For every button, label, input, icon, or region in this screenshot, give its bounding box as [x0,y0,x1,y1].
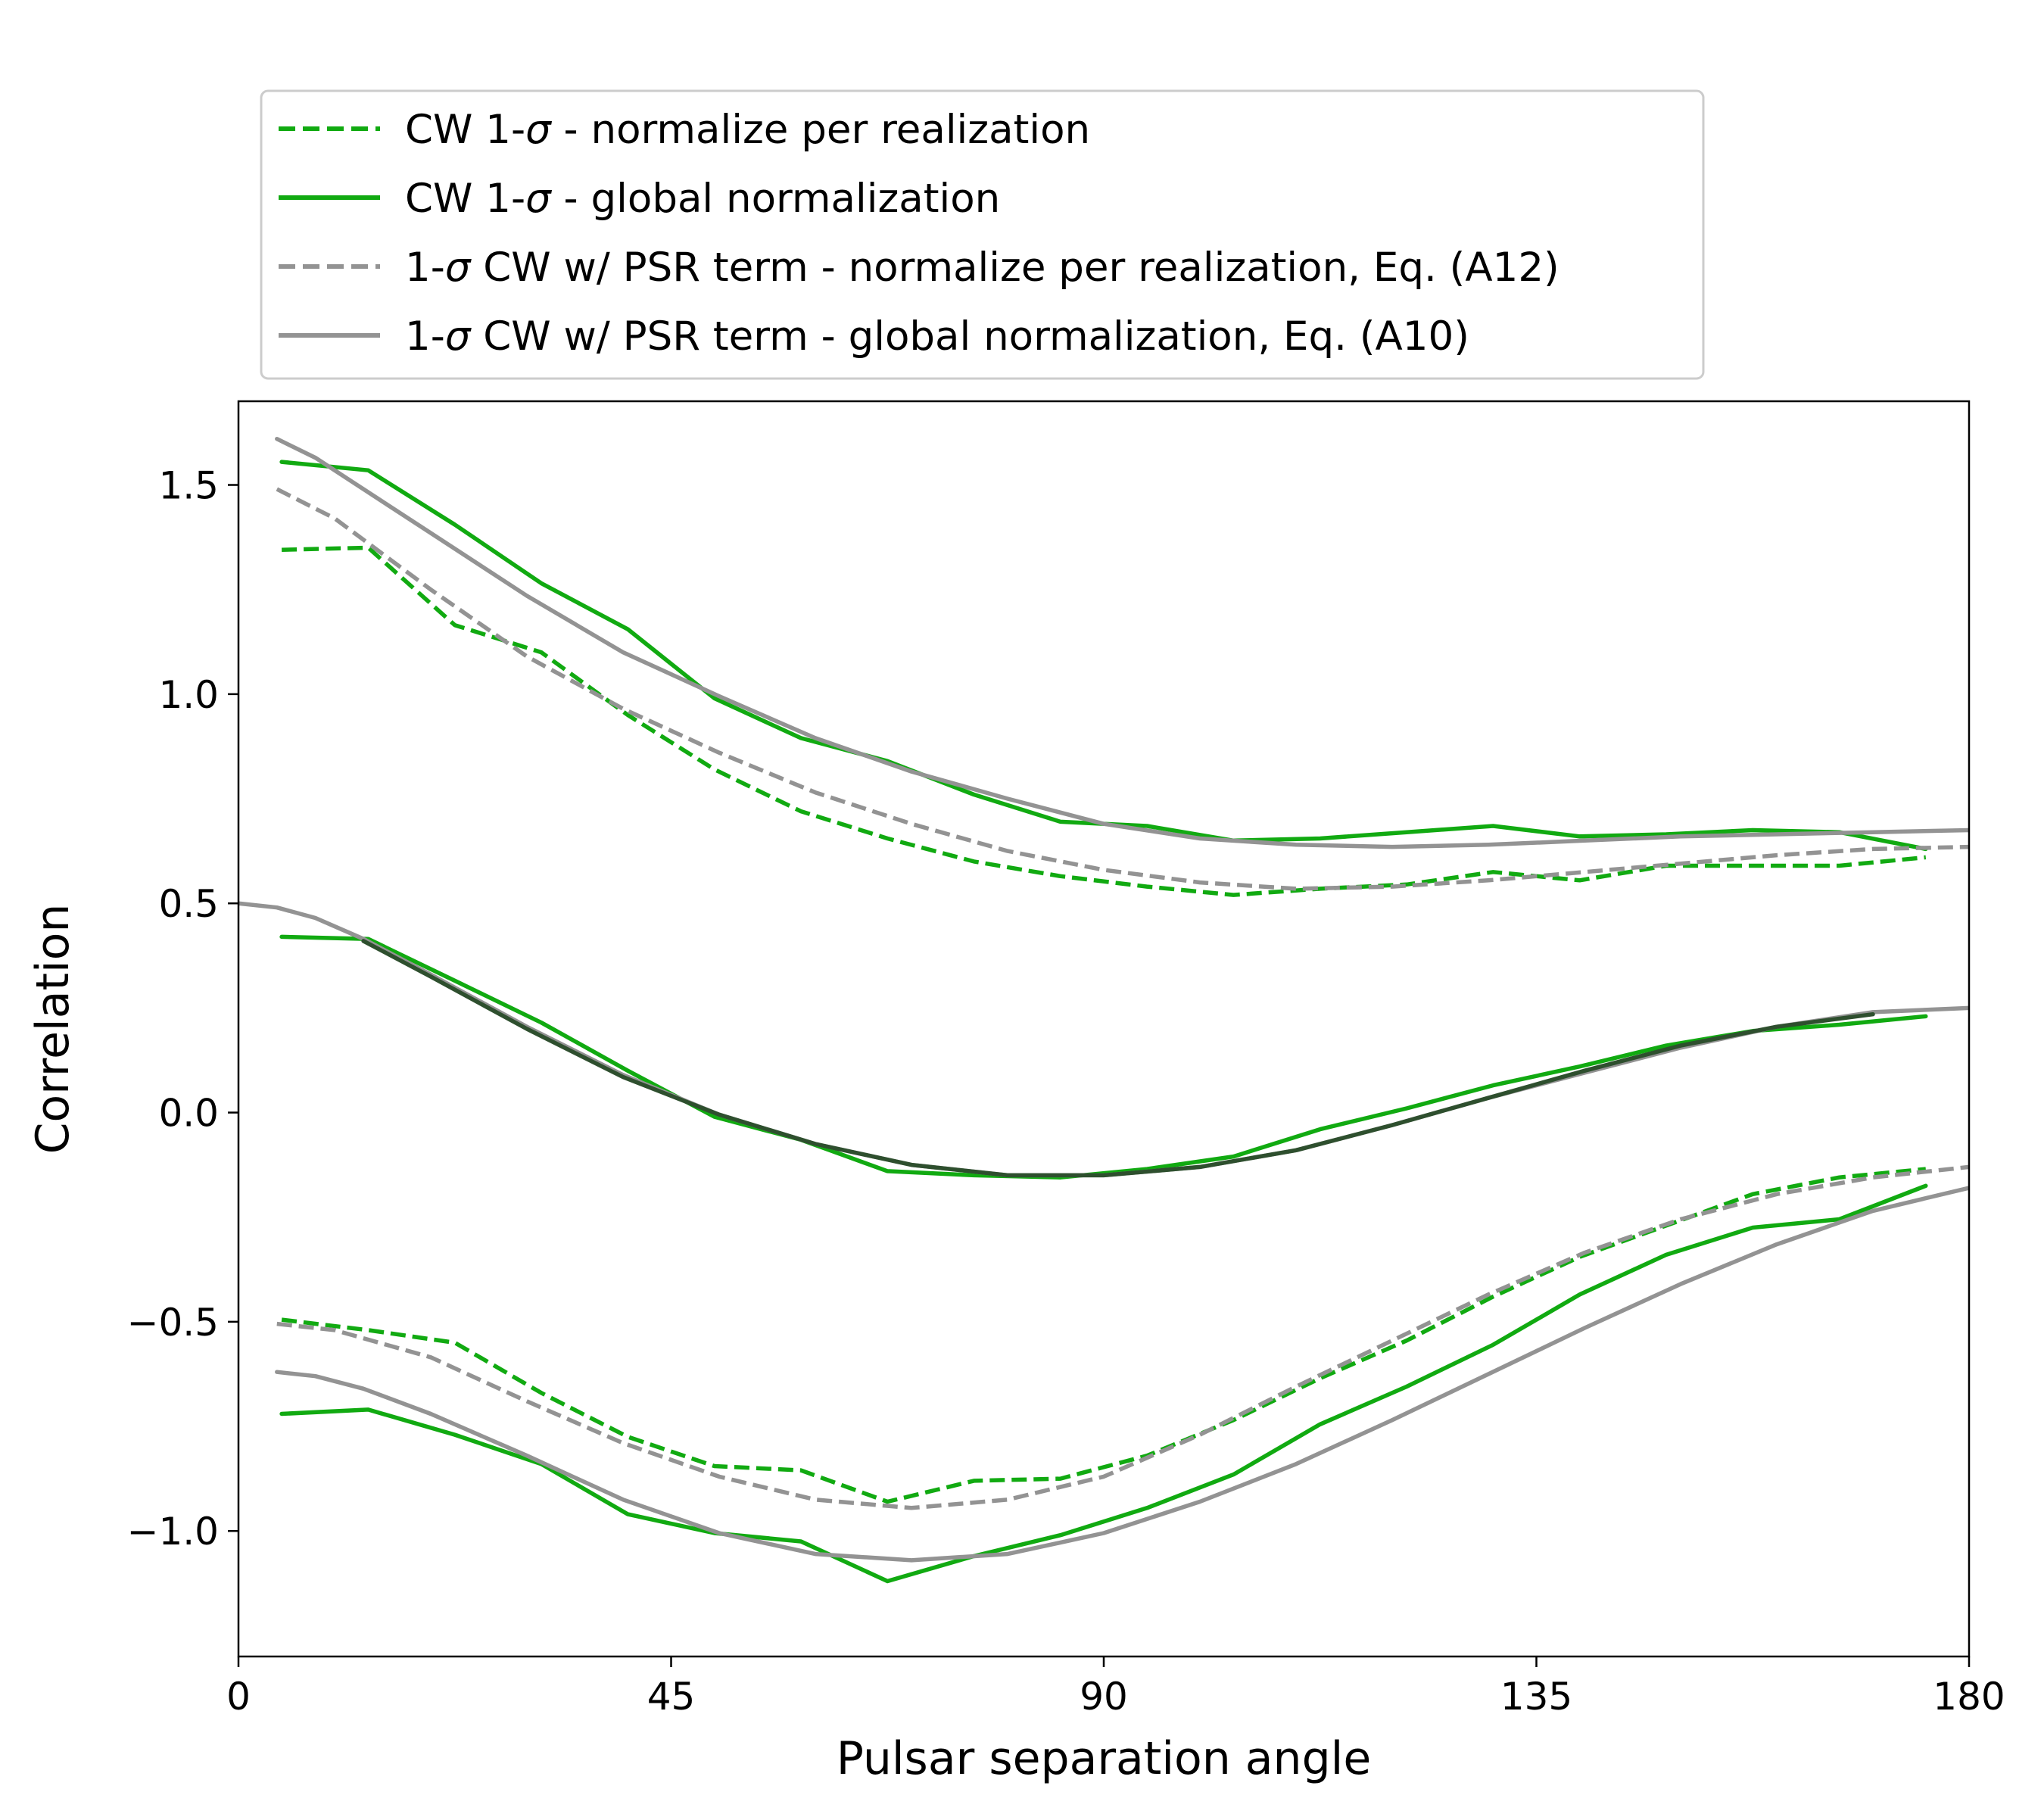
legend-label-sigma: σ [445,245,472,291]
legend-label-suffix: - global normalization [551,176,1001,222]
series-line-9 [276,1164,1969,1510]
y-tick-label: 0.0 [158,1092,219,1136]
y-tick-label: −0.5 [127,1301,219,1345]
legend-label-prefix: CW 1- [405,176,525,222]
x-tick-label: 135 [1500,1675,1572,1719]
legend-label-prefix: CW 1- [405,107,525,153]
legend-label-suffix: CW w/ PSR term - normalize per realizati… [470,245,1559,291]
legend-label-2: CW 1-σ - global normalization [405,176,1000,222]
x-axis-label: Pulsar separation angle [837,1732,1372,1785]
y-axis: 1.5 1.0 0.5 0.0 −0.5 −1.0 [127,464,238,1554]
y-tick-label: −1.0 [127,1510,219,1554]
series-line-3 [276,487,1969,891]
legend-frame [260,89,1705,380]
legend-label-3: 1-σ CW w/ PSR term - normalize per reali… [405,245,1559,291]
legend-label-suffix: CW w/ PSR term - global normalization, E… [470,313,1469,360]
x-tick-label: 90 [1080,1675,1128,1719]
y-axis-label: Correlation [26,904,79,1155]
series-line-1 [282,545,1927,897]
y-tick-label: 1.5 [158,464,219,508]
x-tick-label: 45 [647,1675,696,1719]
legend-label-1: CW 1-σ - normalize per realization [405,107,1090,153]
series-line-7 [361,939,1875,1178]
legend-label-sigma: σ [525,176,552,222]
series-line-11 [275,1186,1969,1563]
series-line-10 [279,1183,1928,1584]
legend-label-suffix: - normalize per realization [551,107,1090,153]
legend-label-sigma: σ [445,313,472,360]
series-layer [238,436,1969,1584]
legend-label-prefix: 1- [405,245,445,291]
x-tick-label: 0 [226,1675,251,1719]
legend-label-sigma: σ [525,107,552,153]
y-tick-label: 1.0 [158,673,219,717]
x-tick-label: 180 [1933,1675,2005,1719]
legend-label-4: 1-σ CW w/ PSR term - global normalizatio… [405,313,1469,360]
y-tick-label: 0.5 [158,882,219,926]
series-line-4 [275,436,1969,849]
x-axis: 0 45 90 135 180 [226,1656,2005,1719]
legend-label-prefix: 1- [405,313,445,360]
